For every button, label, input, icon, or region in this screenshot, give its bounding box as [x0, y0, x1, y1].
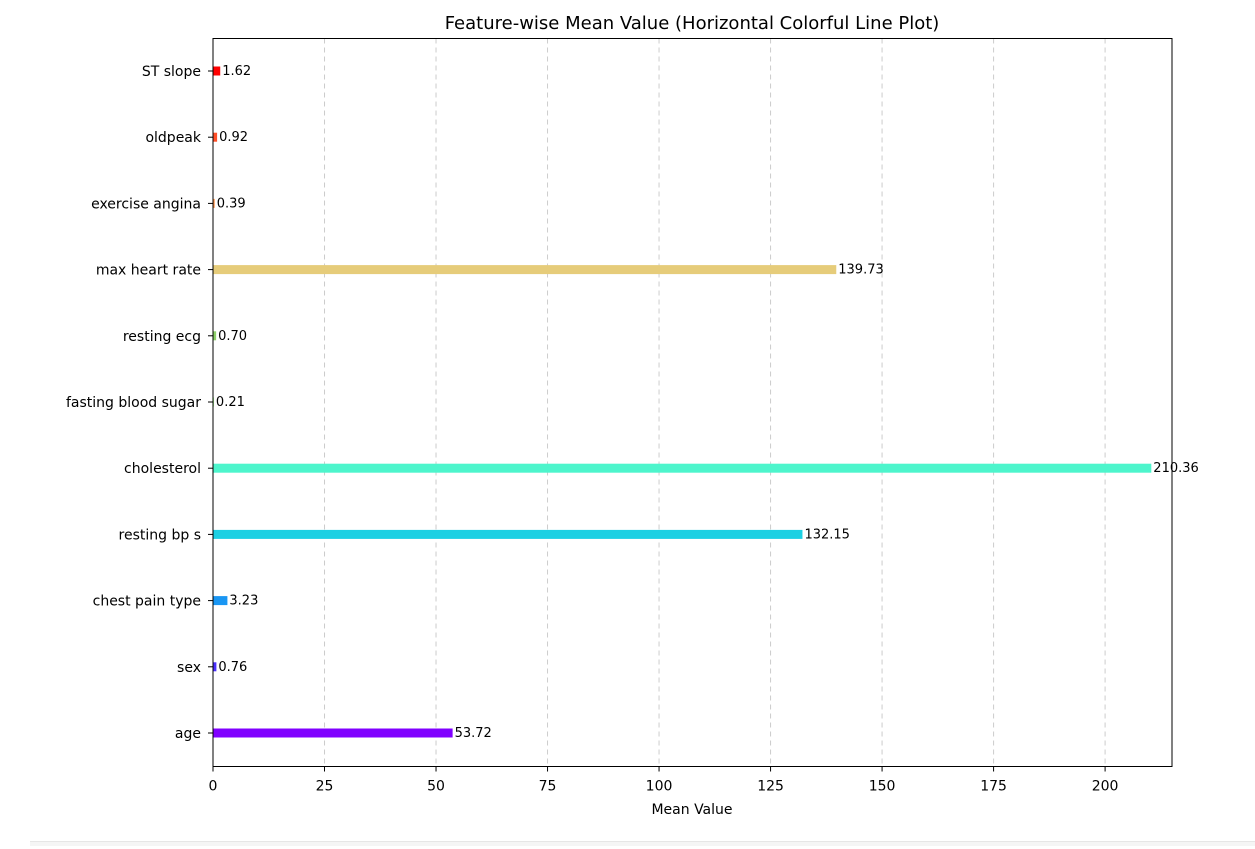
bar-oldpeak — [213, 132, 218, 142]
y-tick-label: max heart rate — [96, 263, 201, 279]
y-tick-label: ST slope — [142, 64, 201, 80]
bar-resting-bp-s — [213, 529, 803, 539]
y-tick-label: sex — [177, 660, 201, 676]
data-label: 0.76 — [218, 660, 247, 675]
data-label: 3.23 — [229, 594, 258, 609]
y-tick-label: oldpeak — [145, 130, 201, 146]
data-label: 0.70 — [218, 329, 247, 344]
data-label: 139.73 — [838, 263, 884, 278]
x-tick-label: 75 — [539, 779, 557, 795]
x-axis-ticks: 0 25 50 75 100 125 150 175 200 — [209, 766, 1119, 795]
plot-frame — [212, 38, 1173, 767]
bar-resting-ecg — [213, 331, 217, 341]
bar-sex — [213, 662, 217, 672]
data-label: 1.62 — [222, 64, 251, 79]
bar-exercise-angina — [213, 198, 215, 208]
x-tick-label: 100 — [646, 779, 673, 795]
x-tick-label: 175 — [980, 779, 1007, 795]
data-label: 53.72 — [455, 726, 492, 741]
x-tick-label: 50 — [427, 779, 445, 795]
y-tick-label: age — [175, 726, 201, 742]
bar-max-heart-rate — [213, 265, 837, 275]
data-label: 0.92 — [219, 130, 248, 145]
y-tick-label: exercise angina — [91, 196, 201, 212]
data-label: 0.21 — [216, 395, 245, 410]
data-label: 132.15 — [804, 527, 850, 542]
data-label: 210.36 — [1153, 461, 1199, 476]
bar-cholesterol — [213, 463, 1152, 473]
data-labels: 53.72 0.76 3.23 132.15 210.36 0.21 0.70 139.73 0… — [216, 64, 1199, 741]
data-label: 0.39 — [217, 196, 246, 211]
y-tick-label: resting bp s — [119, 527, 201, 543]
gridlines — [324, 38, 1106, 767]
x-tick-label: 200 — [1092, 779, 1119, 795]
chart-title: Feature-wise Mean Value (Horizontal Colo… — [445, 13, 940, 34]
x-tick-label: 0 — [209, 779, 218, 795]
y-tick-label: resting ecg — [123, 329, 201, 345]
x-tick-label: 125 — [757, 779, 784, 795]
y-tick-label: cholesterol — [124, 461, 201, 477]
bottom-scroll-strip — [30, 841, 1255, 846]
bar-st-slope — [213, 66, 221, 76]
x-tick-label: 150 — [869, 779, 896, 795]
bars — [213, 66, 1152, 738]
bar-age — [213, 728, 453, 738]
x-axis-label: Mean Value — [651, 802, 732, 818]
bar-chest-pain-type — [213, 596, 228, 606]
y-axis-ticks: age sex chest pain type resting bp s cholest… — [66, 64, 213, 742]
y-tick-label: chest pain type — [93, 594, 201, 610]
y-tick-label: fasting blood sugar — [66, 395, 201, 411]
x-tick-label: 25 — [316, 779, 334, 795]
